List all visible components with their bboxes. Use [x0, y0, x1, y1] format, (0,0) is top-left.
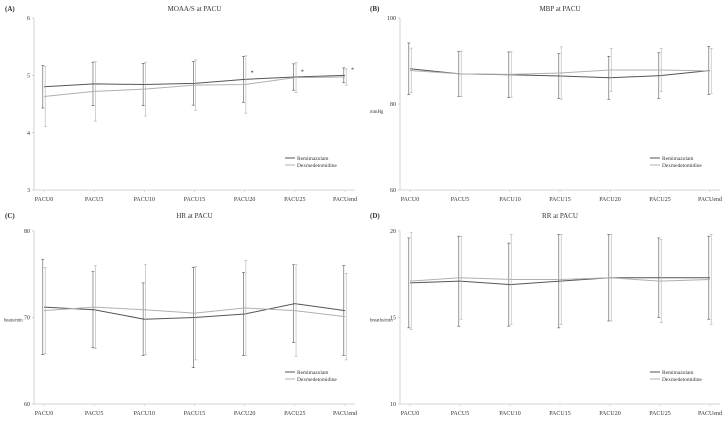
legend-label: Dexmedetomidine [662, 163, 702, 169]
x-tick-label: PACU0 [35, 197, 53, 203]
significance-marker: * [301, 69, 304, 75]
chart-panel-a: (A) MOAA/S at PACU 3 4 5 6 PACU0 PACU5 PACU10 PAC… [5, 5, 357, 203]
x-tick-label: PACUend [698, 197, 722, 203]
chart-title: MBP at PACU [539, 5, 580, 13]
x-tick-label: PACU10 [134, 411, 155, 417]
series-line-dexmedetomidine [409, 69, 711, 75]
chart-title: MOAA/S at PACU [168, 5, 222, 13]
series-line-remimazolam [43, 303, 346, 320]
series-line-dexmedetomidine [43, 306, 346, 318]
legend-label: Dexmedetomidine [297, 377, 337, 383]
y-tick-label: 20 [390, 229, 396, 235]
legend-label: Remimazolam [662, 370, 694, 376]
y-tick-label: 70 [24, 316, 30, 322]
x-tick-label: PACU5 [451, 411, 469, 417]
y-tick-label: 60 [390, 188, 396, 194]
x-tick-label: PACU15 [549, 411, 570, 417]
x-tick-label: PACU20 [234, 197, 255, 203]
x-tick-label: PACU0 [35, 411, 53, 417]
chart-panel-c: (C) HR at PACU 60 70 80 beats/min PACU0 PACU5 PA… [4, 212, 357, 417]
panel-label: (C) [5, 212, 15, 220]
y-axis-unit: beats/min [4, 319, 23, 324]
x-tick-label: PACU25 [284, 197, 305, 203]
legend-label: Remimazolam [297, 370, 329, 376]
x-tick-label: PACU5 [451, 197, 469, 203]
y-tick-label: 10 [390, 402, 396, 408]
legend-label: Dexmedetomidine [662, 377, 702, 383]
x-tick-label: PACU20 [599, 197, 620, 203]
y-tick-label: 100 [387, 16, 396, 22]
series-line-dexmedetomidine [43, 76, 346, 98]
x-tick-label: PACUend [333, 197, 357, 203]
x-tick-label: PACU15 [184, 411, 205, 417]
significance-marker: * [351, 68, 354, 74]
x-tick-label: PACUend [698, 411, 722, 417]
x-tick-label: PACU20 [234, 411, 255, 417]
x-tick-label: PACU10 [499, 411, 520, 417]
legend-label: Remimazolam [662, 156, 694, 162]
x-tick-label: PACU25 [649, 197, 670, 203]
chart-title: HR at PACU [176, 212, 212, 220]
y-tick-label: 80 [390, 102, 396, 108]
y-tick-label: 80 [24, 229, 30, 235]
chart-title: RR at PACU [542, 212, 578, 220]
x-tick-label: PACUend [333, 411, 357, 417]
chart-panel-b: (B) MBP at PACU 60 80 100 mmHg PACU0 PACU5 PACU1… [370, 5, 722, 203]
x-tick-label: PACU15 [184, 197, 205, 203]
x-tick-label: PACU5 [85, 197, 103, 203]
y-axis-unit: mmHg [370, 110, 384, 115]
y-tick-label: 60 [24, 402, 30, 408]
y-tick-label: 5 [27, 74, 30, 80]
chart-panel-d: (D) RR at PACU 10 15 20 breaths/min PACU0 PACU5… [370, 212, 722, 417]
x-tick-label: PACU10 [499, 197, 520, 203]
legend-label: Remimazolam [297, 156, 329, 162]
x-tick-label: PACU25 [649, 411, 670, 417]
series-line-dexmedetomidine [409, 277, 711, 282]
significance-marker: * [251, 70, 254, 76]
series-line-remimazolam [43, 74, 346, 88]
x-tick-label: PACU5 [85, 411, 103, 417]
panel-label: (D) [370, 212, 380, 220]
x-tick-label: PACU15 [549, 197, 570, 203]
x-tick-label: PACU0 [401, 411, 419, 417]
y-axis-unit: breaths/min [370, 319, 393, 324]
x-tick-label: PACU10 [134, 197, 155, 203]
panel-label: (A) [5, 5, 15, 13]
y-tick-label: 4 [27, 131, 30, 137]
legend-label: Dexmedetomidine [297, 163, 337, 169]
series-line-remimazolam [409, 277, 710, 286]
x-tick-label: PACU20 [599, 411, 620, 417]
x-tick-label: PACU0 [401, 197, 419, 203]
y-tick-label: 15 [390, 316, 396, 322]
x-tick-label: PACU25 [284, 411, 305, 417]
panel-label: (B) [370, 5, 380, 13]
y-tick-label: 3 [27, 188, 30, 194]
y-tick-label: 6 [27, 16, 30, 22]
